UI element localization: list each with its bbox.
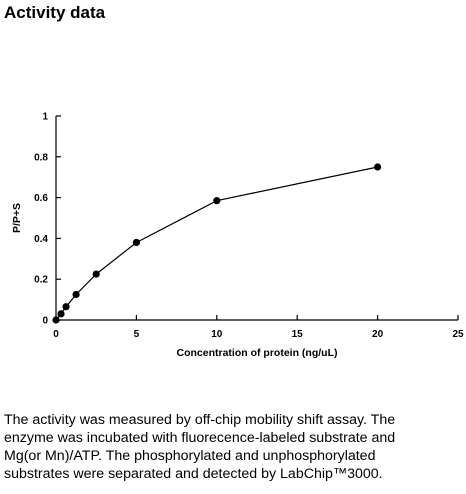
x-tick-label: 15: [292, 329, 304, 340]
chart-data-points: [52, 163, 382, 324]
y-tick-label: 0.6: [34, 193, 48, 204]
y-tick-label: 0.2: [34, 275, 48, 286]
description-line: enzyme was incubated with fluorecence-la…: [4, 430, 396, 446]
section-title: Activity data: [4, 3, 106, 22]
data-point: [132, 238, 140, 247]
data-point: [72, 290, 80, 299]
series-line: [55, 166, 378, 321]
y-tick-label: 0.4: [34, 234, 48, 245]
description-line: The activity was measured by off-chip mo…: [4, 412, 396, 428]
data-point: [57, 310, 65, 318]
chart-ticks: 00.20.40.60.810 5 10 15 20 25: [34, 112, 464, 341]
x-axis-title: Concentration of protein (ng/uL): [177, 347, 338, 359]
description-text: The activity was measured by off-chip mo…: [4, 411, 466, 483]
x-tick-label: 10: [211, 329, 223, 340]
description-line: substrates were separated and detected b…: [4, 466, 383, 482]
x-tick-label: 0: [53, 329, 59, 340]
activity-chart: 00.20.40.60.810 5 10 15 20 25 Concentration o…: [11, 112, 464, 360]
y-tick-label: 1: [42, 112, 48, 123]
description-line: Mg(or Mn)/ATP. The phosphorylated and un…: [4, 448, 376, 464]
y-tick-label: 0.8: [34, 152, 48, 163]
data-point: [213, 197, 221, 205]
data-point: [52, 316, 60, 324]
data-point: [92, 270, 100, 278]
data-point: [62, 303, 70, 311]
x-tick-label: 20: [372, 329, 384, 340]
y-axis-title: P/P+S: [11, 203, 23, 233]
y-tick-label: 0: [42, 316, 48, 327]
chart-axes: [55, 116, 458, 321]
x-tick-label: 25: [452, 329, 464, 340]
chart-series-line: [55, 166, 378, 321]
x-tick-label: 5: [134, 329, 140, 340]
data-point: [374, 163, 382, 171]
